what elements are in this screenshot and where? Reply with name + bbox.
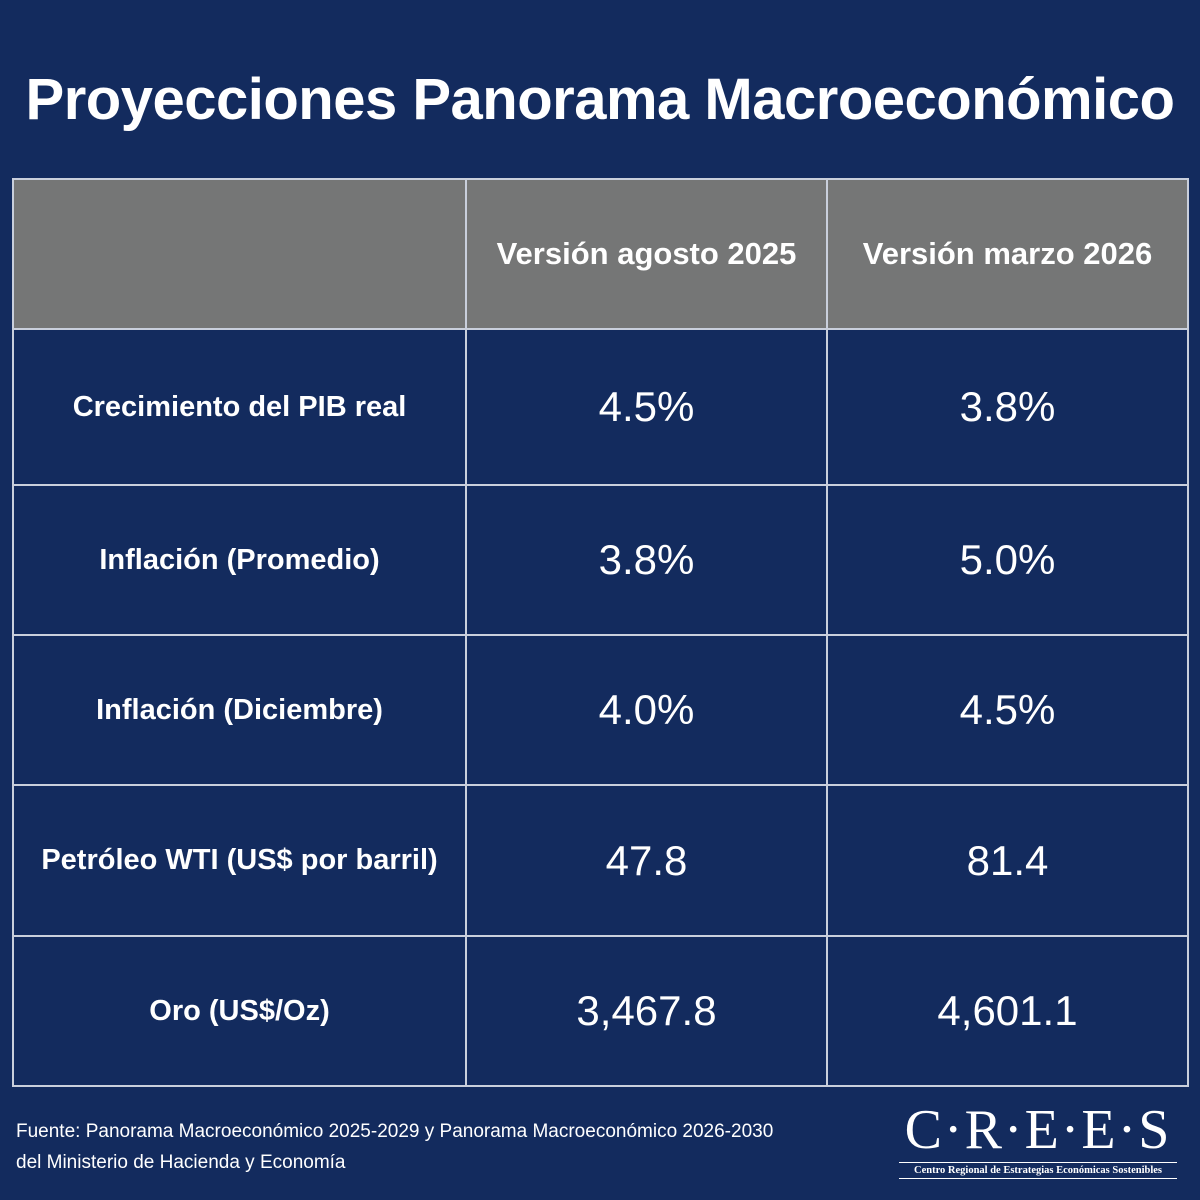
- header-version-2026: Versión marzo 2026: [826, 178, 1189, 330]
- row-label: Crecimiento del PIB real: [12, 328, 467, 486]
- logo-wordmark: C·R·E·E·S: [904, 1099, 1172, 1161]
- crees-logo: C·R·E·E·S Centro Regional de Estrategias…: [893, 1100, 1183, 1190]
- value-2026: 81.4: [826, 784, 1189, 937]
- source-line-1: Fuente: Panorama Macroeconómico 2025-202…: [16, 1121, 774, 1142]
- header-empty-cell: [12, 178, 467, 330]
- projections-table: Versión agosto 2025 Versión marzo 2026 C…: [12, 178, 1189, 1087]
- table-row: Petróleo WTI (US$ por barril) 47.8 81.4: [12, 784, 1189, 937]
- source-note: Fuente: Panorama Macroeconómico 2025-202…: [16, 1116, 876, 1178]
- row-label: Inflación (Diciembre): [12, 634, 467, 786]
- value-2026: 4,601.1: [826, 935, 1189, 1087]
- value-2025: 3,467.8: [465, 935, 828, 1087]
- value-2025: 3.8%: [465, 484, 828, 636]
- logo-subtitle: Centro Regional de Estrategias Económica…: [899, 1162, 1177, 1179]
- row-label: Petróleo WTI (US$ por barril): [12, 784, 467, 937]
- table-row: Crecimiento del PIB real 4.5% 3.8%: [12, 328, 1189, 486]
- table-row: Oro (US$/Oz) 3,467.8 4,601.1: [12, 935, 1189, 1087]
- row-label: Oro (US$/Oz): [12, 935, 467, 1087]
- value-2025: 4.0%: [465, 634, 828, 786]
- table-header-row: Versión agosto 2025 Versión marzo 2026: [12, 178, 1189, 330]
- page-title: Proyecciones Panorama Macroeconómico: [25, 67, 1175, 132]
- table-row: Inflación (Promedio) 3.8% 5.0%: [12, 484, 1189, 636]
- value-2026: 3.8%: [826, 328, 1189, 486]
- value-2026: 4.5%: [826, 634, 1189, 786]
- value-2026: 5.0%: [826, 484, 1189, 636]
- table-row: Inflación (Diciembre) 4.0% 4.5%: [12, 634, 1189, 786]
- value-2025: 4.5%: [465, 328, 828, 486]
- row-label: Inflación (Promedio): [12, 484, 467, 636]
- header-version-2025: Versión agosto 2025: [465, 178, 828, 330]
- source-line-2: del Ministerio de Hacienda y Economía: [16, 1152, 346, 1173]
- value-2025: 47.8: [465, 784, 828, 937]
